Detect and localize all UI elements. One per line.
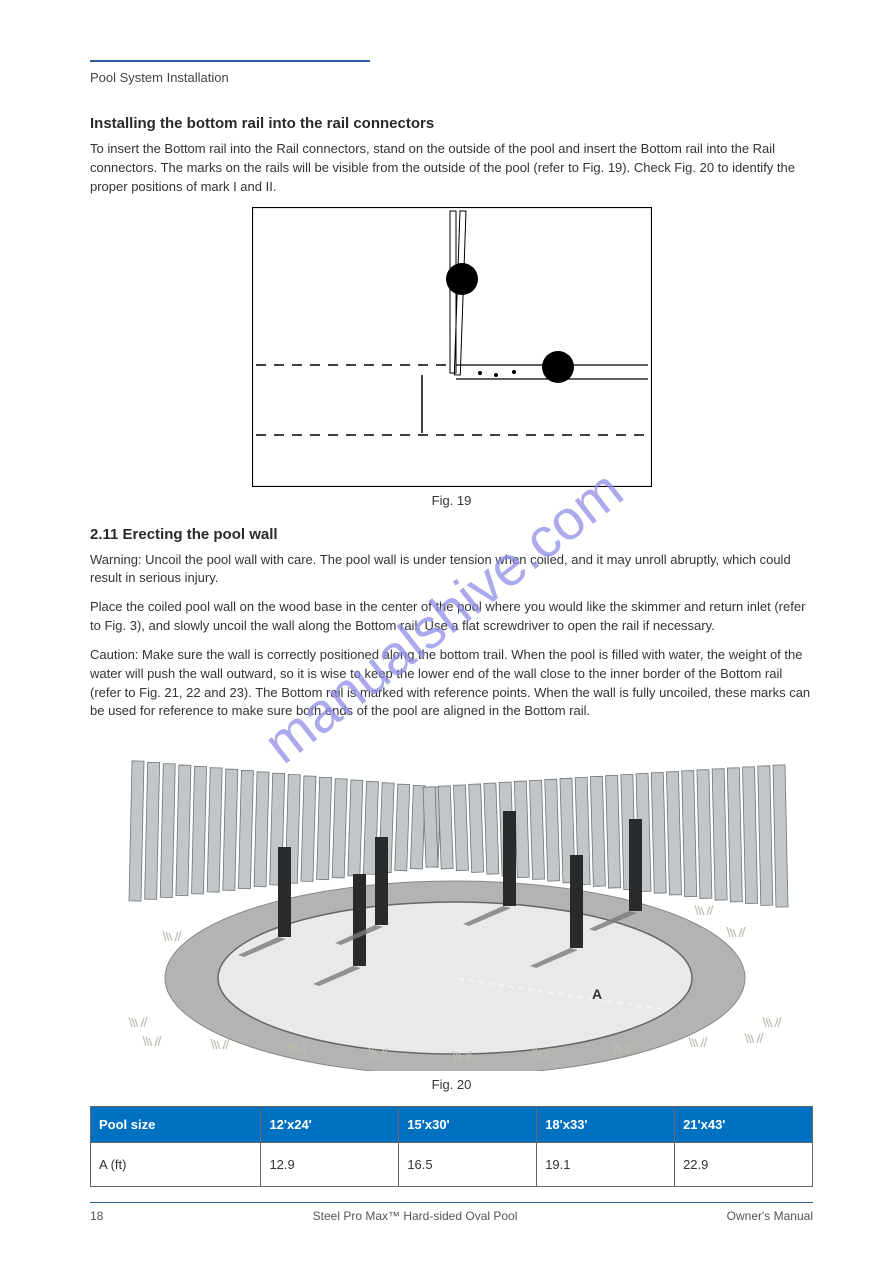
table-header-cell: 12'x24' [261,1107,399,1143]
section2-para2: Place the coiled pool wall on the wood b… [90,598,813,636]
figure-20-svg: A [102,731,802,1071]
table-header-cell: 15'x30' [399,1107,537,1143]
section1-paragraph: To insert the Bottom rail into the Rail … [90,140,813,197]
figure-20-container: A [90,731,813,1071]
table-header-cell: 18'x33' [537,1107,675,1143]
header-rule [90,60,370,62]
table-cell: 16.5 [399,1143,537,1187]
table-body: A (ft)12.916.519.122.9 [91,1143,813,1187]
table-header-cell: 21'x43' [675,1107,813,1143]
pool-size-table: Pool size12'x24'15'x30'18'x33'21'x43' A … [90,1106,813,1187]
document-page: Pool System Installation Installing the … [0,0,893,1263]
section2-para3: Caution: Make sure the wall is correctly… [90,646,813,721]
footer-page-number: 18 [90,1209,103,1223]
svg-text:A: A [592,986,602,1002]
figure-19-svg [252,207,652,487]
figure-19-caption: Fig. 19 [90,493,813,508]
page-footer: 18 Steel Pro Max™ Hard-sided Oval Pool O… [90,1202,813,1223]
table-row: A (ft)12.916.519.122.9 [91,1143,813,1187]
table-cell: A (ft) [91,1143,261,1187]
section2-para1: Warning: Uncoil the pool wall with care.… [90,551,813,589]
section-heading-rail-connectors: Installing the bottom rail into the rail… [90,115,813,132]
header-title: Pool System Installation [90,70,813,85]
table-cell: 19.1 [537,1143,675,1187]
figure-19-container [90,207,813,487]
table-header-cell: Pool size [91,1107,261,1143]
table-cell: 22.9 [675,1143,813,1187]
table-header-row: Pool size12'x24'15'x30'18'x33'21'x43' [91,1107,813,1143]
footer-owners-manual: Owner's Manual [727,1209,813,1223]
footer-doc-title: Steel Pro Max™ Hard-sided Oval Pool [313,1209,518,1223]
section-heading-erecting-wall: 2.11 Erecting the pool wall [90,526,813,543]
figure-20-caption: Fig. 20 [90,1077,813,1092]
table-cell: 12.9 [261,1143,399,1187]
